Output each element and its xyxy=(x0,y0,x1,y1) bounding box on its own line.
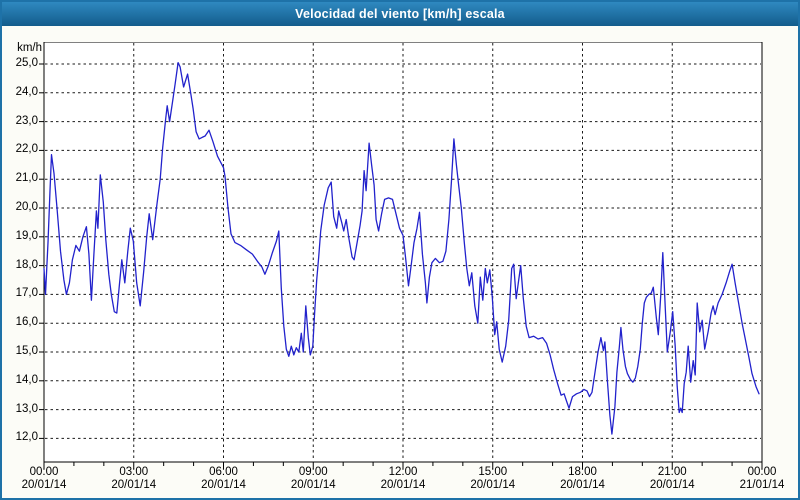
x-tick-time: 21:00 xyxy=(657,466,687,478)
y-axis-unit-label: km/h xyxy=(17,42,42,54)
y-axis-tick-label: 22,0 xyxy=(15,143,38,156)
x-axis-tick-label: 18:00 20/01/14 xyxy=(548,466,618,492)
x-axis-tick-label: 03:00 20/01/14 xyxy=(99,466,169,492)
y-axis-tick-label: 13,0 xyxy=(15,402,38,415)
x-axis-tick-label: 00:00 21/01/14 xyxy=(727,466,797,492)
x-axis-tick-label: 06:00 20/01/14 xyxy=(189,466,259,492)
chart-title-bar: Velocidad del viento [km/h] escala xyxy=(2,2,798,26)
x-tick-time: 12:00 xyxy=(388,466,418,478)
x-tick-date: 20/01/14 xyxy=(21,479,67,491)
y-axis-tick-label: 19,0 xyxy=(15,229,38,242)
x-tick-time: 00:00 xyxy=(747,466,777,478)
x-tick-date: 20/01/14 xyxy=(380,479,426,491)
x-tick-date: 20/01/14 xyxy=(201,479,246,491)
y-axis-tick-label: 12,0 xyxy=(15,431,38,444)
chart-title: Velocidad del viento [km/h] escala xyxy=(295,7,505,21)
x-tick-time: 15:00 xyxy=(478,466,508,478)
y-axis-tick-label: 14,0 xyxy=(15,373,38,386)
x-tick-time: 06:00 xyxy=(209,466,238,478)
x-tick-time: 09:00 xyxy=(298,466,328,478)
x-tick-time: 18:00 xyxy=(568,466,597,478)
x-tick-time: 00:00 xyxy=(29,466,59,478)
x-tick-time: 03:00 xyxy=(119,466,149,478)
x-tick-date: 20/01/14 xyxy=(649,479,695,491)
x-tick-date: 20/01/14 xyxy=(470,479,516,491)
wind-speed-series-line xyxy=(43,61,760,435)
y-axis-tick-label: 15,0 xyxy=(15,345,38,357)
y-axis-tick-label: 16,0 xyxy=(15,316,38,329)
wind-speed-line-chart xyxy=(39,42,763,469)
y-axis-tick-label: 25,0 xyxy=(15,57,38,69)
y-axis-tick-label: 21,0 xyxy=(15,172,38,185)
y-axis-tick-label: 20,0 xyxy=(15,201,38,213)
x-axis-tick-label: 12:00 20/01/14 xyxy=(368,466,438,492)
y-axis-tick-label: 24,0 xyxy=(15,85,38,98)
y-axis-tick-label: 18,0 xyxy=(15,258,38,271)
x-tick-date: 20/01/14 xyxy=(290,479,336,491)
x-axis-tick-label: 15:00 20/01/14 xyxy=(458,466,528,492)
x-tick-date: 21/01/14 xyxy=(739,479,785,491)
x-tick-date: 20/01/14 xyxy=(560,479,605,491)
y-axis-tick-label: 23,0 xyxy=(15,114,38,127)
y-axis-tick-label: 17,0 xyxy=(15,287,38,300)
x-axis-tick-label: 21:00 20/01/14 xyxy=(637,466,707,492)
x-axis-tick-label: 09:00 20/01/14 xyxy=(278,466,348,492)
x-tick-date: 20/01/14 xyxy=(111,479,157,491)
x-axis-tick-label: 00:00 20/01/14 xyxy=(9,466,79,492)
